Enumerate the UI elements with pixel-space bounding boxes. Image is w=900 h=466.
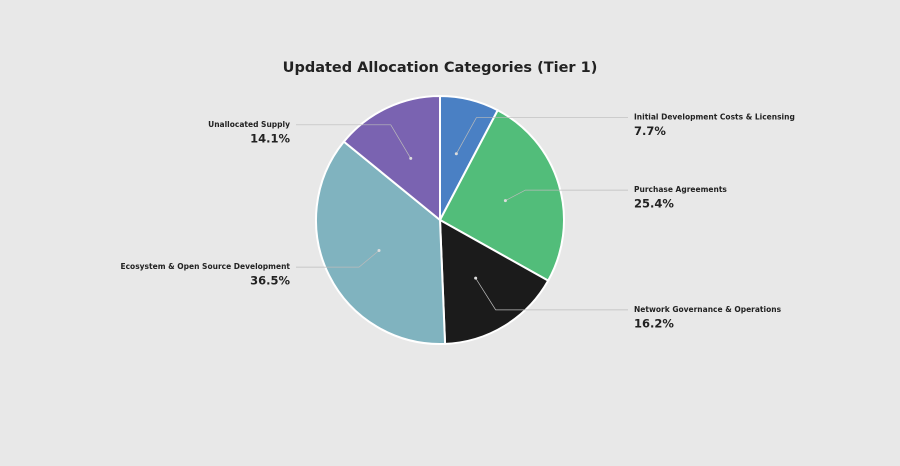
pie-slice [315,140,447,345]
slice-value: 7.7% [634,124,666,138]
slice-value: 25.4% [634,197,674,211]
leader-dot [474,276,478,280]
leader-line [296,124,412,159]
chart-title: Updated Allocation Categories (Tier 1) [283,60,598,76]
slice-label: Network Governance & Operations [634,305,782,314]
slice-label: Initial Development Costs & Licensing [634,113,795,122]
leader-line [296,250,380,268]
slice-value: 36.5% [250,274,290,288]
leader-line [505,189,628,201]
leader-line [475,277,628,311]
pie-slice [438,108,565,283]
leader-line [456,117,628,154]
slice-value: 16.2% [634,316,674,330]
pie-slice [342,94,441,223]
slice-label: Unallocated Supply [208,120,290,129]
pie-slice [438,218,550,345]
slice-value: 14.1% [250,131,290,145]
slice-label: Ecosystem & Open Source Development [120,262,290,271]
leader-dot [454,152,458,156]
slice-label: Purchase Agreements [634,185,727,194]
leader-dot [503,199,507,203]
leader-dot [377,249,381,253]
leader-dot [409,156,413,160]
